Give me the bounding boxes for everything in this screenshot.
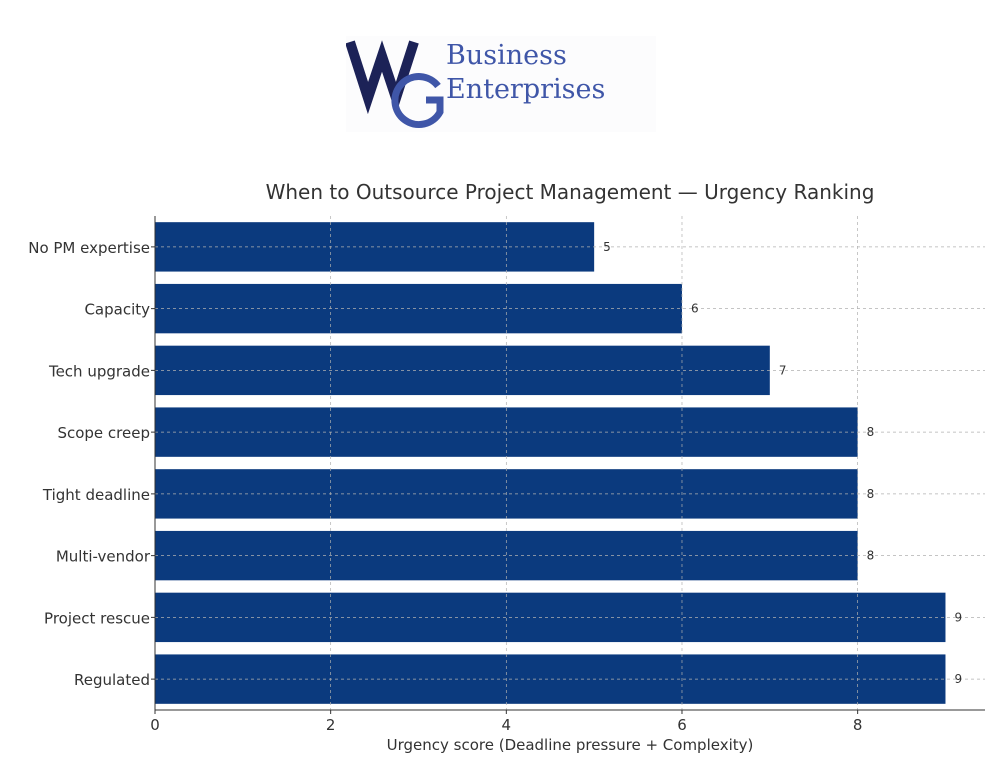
y-tick-label: Capacity [84,301,150,319]
company-logo: Business Enterprises [345,36,656,132]
y-tick-label: No PM expertise [28,239,150,257]
y-tick-label: Regulated [74,671,150,689]
x-axis-label: Urgency score (Deadline pressure + Compl… [387,736,754,754]
bar-regulated [155,654,946,704]
x-tick-label: 0 [150,716,160,734]
y-tick-label: Project rescue [44,609,150,627]
chart-title: When to Outsource Project Management — U… [266,180,875,204]
y-tick-label: Tight deadline [42,486,150,504]
y-tick-label: Multi-vendor [56,548,151,566]
y-tick-label: Scope creep [57,424,150,442]
logo-g-monogram [391,73,444,128]
x-tick-label: 6 [677,716,687,734]
data-label: 8 [867,549,875,563]
x-tick-label: 8 [853,716,863,734]
data-label: 7 [779,363,787,377]
y-tick-label: Tech upgrade [48,362,150,380]
data-label: 5 [603,240,611,254]
x-tick-label: 4 [502,716,512,734]
bar-project-rescue [155,592,946,643]
logo-text-enterprises: Enterprises [446,74,605,105]
data-label: 9 [954,610,962,624]
data-label: 9 [954,672,962,686]
logo-text-business: Business [446,40,567,71]
data-label: 6 [691,302,699,316]
data-label: 8 [867,425,875,439]
data-label: 8 [867,487,875,501]
x-tick-label: 2 [326,716,336,734]
